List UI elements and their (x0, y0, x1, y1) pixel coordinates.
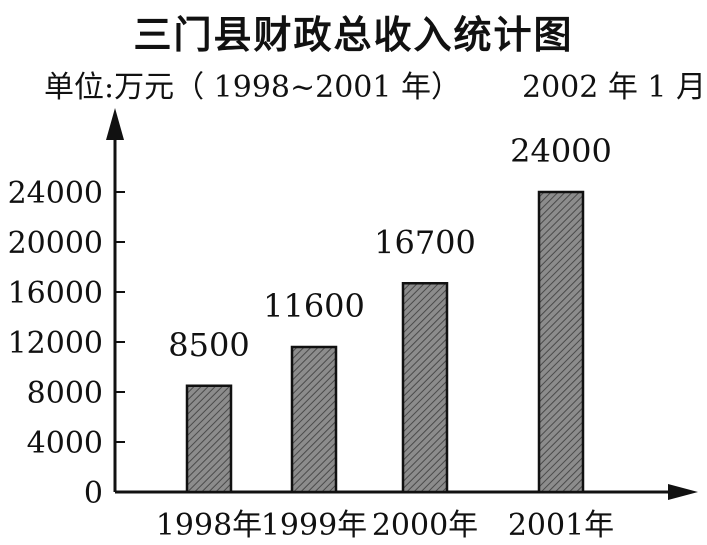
y-tick-label: 4000 (27, 426, 103, 461)
y-tick-label: 8000 (27, 376, 103, 411)
data-label: 16700 (374, 223, 476, 261)
x-category-label: 1999年 (261, 508, 367, 543)
y-tick-label: 24000 (8, 176, 103, 211)
x-category-label: 2000年 (372, 508, 478, 543)
chart-title: 三门县财政总收入统计图 (133, 13, 574, 57)
bar-4 (537, 190, 585, 494)
y-tick-label: 16000 (8, 276, 103, 311)
y-tick-label: 20000 (8, 226, 103, 261)
unit-note: 单位:万元（ 1998~2001 年） (44, 70, 462, 105)
bar-2 (290, 345, 338, 494)
y-tick-label: 0 (84, 476, 103, 511)
data-label: 8500 (168, 326, 249, 364)
x-axis-arrow (668, 484, 698, 500)
date-note: 2002 年 1 月 (522, 70, 707, 105)
data-label: 24000 (510, 132, 612, 170)
x-category-label: 2001年 (508, 508, 614, 543)
x-category-label: 1998年 (156, 508, 262, 543)
y-tick-label: 12000 (8, 326, 103, 361)
data-label: 11600 (263, 287, 365, 325)
y-axis-arrow (106, 108, 124, 140)
bar-1 (185, 384, 233, 494)
bar-3 (401, 282, 449, 494)
